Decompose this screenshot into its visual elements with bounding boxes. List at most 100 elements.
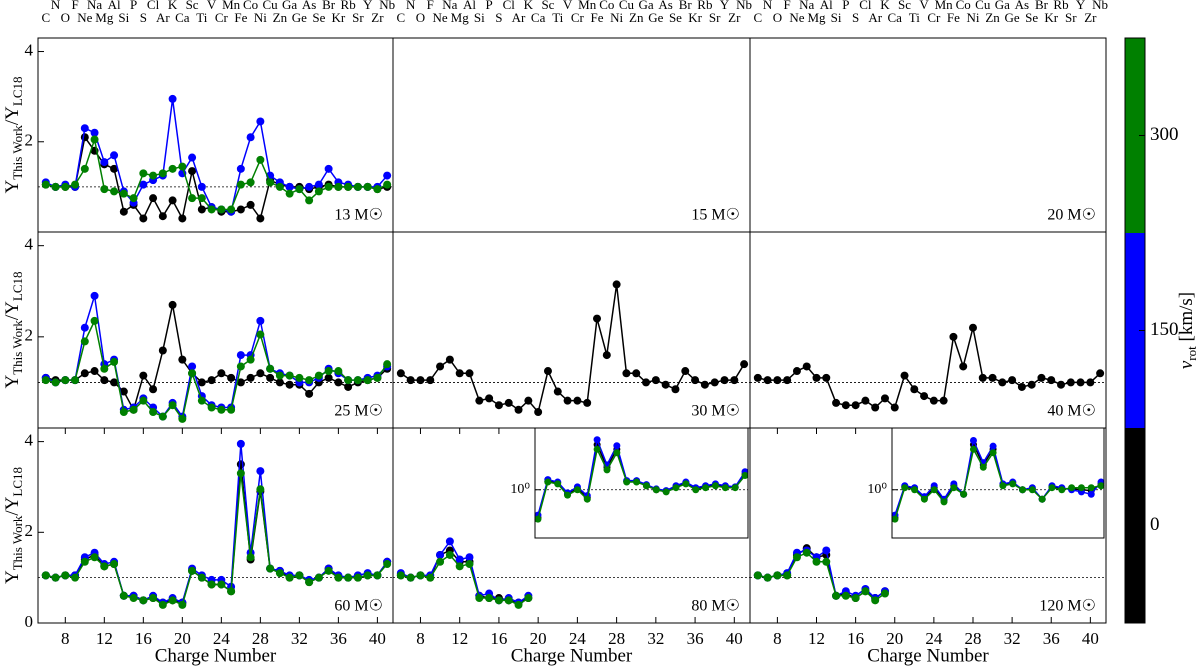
data-point <box>593 314 601 323</box>
element-label: Zn <box>273 10 288 25</box>
plot-frame <box>392 37 751 233</box>
element-label: V <box>919 0 929 12</box>
data-point <box>871 403 880 412</box>
data-point <box>465 369 474 378</box>
data-point <box>998 378 1007 387</box>
x-axis-label: Charge Number <box>511 645 633 666</box>
data-point <box>1038 495 1046 503</box>
element-label: Ni <box>966 10 979 25</box>
data-point <box>1008 376 1017 385</box>
y-axis-label-part: Y <box>2 375 23 389</box>
data-point <box>51 573 60 582</box>
element-label: O <box>773 10 782 25</box>
data-point <box>832 398 841 407</box>
data-point <box>227 205 236 214</box>
data-point <box>207 205 216 214</box>
x-tick-label: 40 <box>726 629 743 648</box>
data-point <box>465 553 474 562</box>
colorbar-segment <box>1125 428 1145 623</box>
data-point <box>285 189 294 198</box>
element-label: Mg <box>95 10 114 25</box>
data-point <box>256 316 265 325</box>
data-point <box>494 596 503 605</box>
plot-frame <box>392 231 751 429</box>
mass-label: 30 M☉ <box>691 403 740 420</box>
data-point <box>969 437 977 445</box>
data-point <box>100 376 109 385</box>
element-label: Ti <box>909 10 920 25</box>
data-point <box>275 378 284 387</box>
data-point <box>334 573 343 582</box>
element-label: C <box>397 10 406 25</box>
data-point <box>363 571 372 580</box>
data-point <box>613 449 621 457</box>
data-point <box>901 484 909 492</box>
data-point <box>363 376 372 385</box>
y-tick-label: 2 <box>25 521 34 540</box>
element-label: O <box>416 10 425 25</box>
element-label: Nb <box>736 0 752 12</box>
data-point <box>178 162 187 171</box>
element-label: Si <box>831 10 842 25</box>
data-point <box>353 182 362 191</box>
y-axis-label-subscript: LC18 <box>10 271 25 301</box>
data-point <box>978 373 987 382</box>
element-label: Fe <box>947 10 960 25</box>
data-point <box>383 360 392 369</box>
data-point <box>236 164 245 173</box>
data-point <box>158 169 167 178</box>
element-label: Ge <box>292 10 307 25</box>
data-point <box>100 364 109 373</box>
x-tick-label: 8 <box>416 629 425 648</box>
y-axis-label-part: /Y <box>2 106 23 125</box>
element-label: Mg <box>451 10 470 25</box>
data-point <box>188 566 197 575</box>
x-tick-label: 32 <box>291 629 308 648</box>
y-tick-label: 10⁰ <box>510 482 530 497</box>
data-point <box>911 486 919 494</box>
y-tick-label: 2 <box>25 131 34 150</box>
element-label: Fe <box>591 10 604 25</box>
x-axis-label: Charge Number <box>155 645 277 666</box>
data-point <box>90 316 99 325</box>
data-point <box>702 484 710 492</box>
x-tick-label: 28 <box>608 629 625 648</box>
colorbar-segment <box>1125 233 1145 428</box>
data-point <box>227 587 236 596</box>
x-tick-label: 12 <box>96 629 113 648</box>
y-axis-label: YThis Work/YLC18 <box>2 271 25 388</box>
data-point <box>236 351 245 360</box>
data-point <box>158 212 167 221</box>
element-label: Br <box>1035 0 1049 12</box>
data-point <box>139 396 148 405</box>
data-point <box>71 376 80 385</box>
data-point <box>178 600 187 609</box>
data-point <box>246 373 255 382</box>
data-point <box>158 346 167 355</box>
data-point <box>119 207 128 216</box>
y-axis-label: YThis Work/YLC18 <box>2 76 25 193</box>
data-point <box>383 180 392 189</box>
element-label: K <box>168 0 178 12</box>
data-point <box>139 371 148 380</box>
element-label: Zn <box>629 10 644 25</box>
data-point <box>753 571 762 580</box>
data-point <box>861 587 870 596</box>
data-point <box>841 591 850 600</box>
data-point <box>80 369 89 378</box>
plot-frame <box>37 37 394 233</box>
data-point <box>613 442 621 450</box>
data-point <box>344 376 353 385</box>
data-point <box>1077 484 1085 492</box>
element-label: Ca <box>531 10 546 25</box>
plot-frame <box>37 231 394 429</box>
x-tick-label: 16 <box>490 629 507 648</box>
data-point <box>524 396 533 405</box>
data-point <box>682 480 690 488</box>
data-point <box>344 182 353 191</box>
data-point <box>969 445 977 453</box>
data-point <box>344 382 353 391</box>
data-point <box>90 135 99 144</box>
data-point <box>880 394 889 403</box>
data-point <box>285 380 294 389</box>
